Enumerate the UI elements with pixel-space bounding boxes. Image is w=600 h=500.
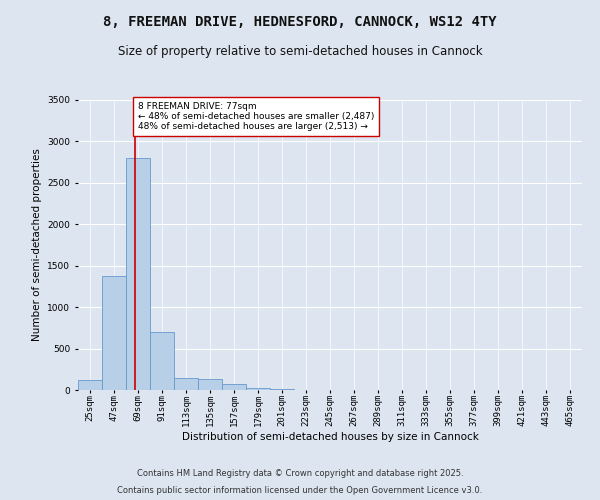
Bar [103, 276, 125, 390]
Y-axis label: Number of semi-detached properties: Number of semi-detached properties [32, 148, 42, 342]
Bar [79, 380, 101, 390]
X-axis label: Distribution of semi-detached houses by size in Cannock: Distribution of semi-detached houses by … [182, 432, 478, 442]
Text: Contains HM Land Registry data © Crown copyright and database right 2025.: Contains HM Land Registry data © Crown c… [137, 468, 463, 477]
Text: Contains public sector information licensed under the Open Government Licence v3: Contains public sector information licen… [118, 486, 482, 495]
Text: 8, FREEMAN DRIVE, HEDNESFORD, CANNOCK, WS12 4TY: 8, FREEMAN DRIVE, HEDNESFORD, CANNOCK, W… [103, 15, 497, 29]
Bar [247, 388, 269, 390]
Bar [223, 384, 245, 390]
Text: 8 FREEMAN DRIVE: 77sqm
← 48% of semi-detached houses are smaller (2,487)
48% of : 8 FREEMAN DRIVE: 77sqm ← 48% of semi-det… [138, 102, 374, 132]
Bar [151, 332, 173, 390]
Bar [199, 379, 221, 390]
Bar [271, 389, 293, 390]
Bar [175, 378, 197, 390]
Bar [127, 158, 149, 390]
Text: Size of property relative to semi-detached houses in Cannock: Size of property relative to semi-detach… [118, 45, 482, 58]
